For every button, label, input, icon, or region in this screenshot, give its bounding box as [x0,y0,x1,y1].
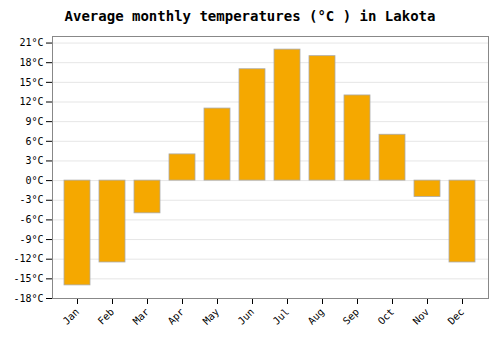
svg-text:18°C: 18°C [19,57,43,68]
svg-text:Jan: Jan [61,306,82,327]
html-text:Average monthly temperatures (: Average monthly temperatures (°C ) in La… [64,8,436,24]
svg-text:Sep: Sep [341,306,362,327]
svg-text:9°C: 9°C [25,116,43,127]
svg-text:12°C: 12°C [19,96,43,107]
svg-text:3°C: 3°C [25,155,43,166]
svg-text:-3°C: -3°C [19,194,43,205]
svg-text:0°C: 0°C [25,175,43,186]
svg-text:Jun: Jun [236,306,257,327]
svg-text:-6°C: -6°C [19,214,43,225]
svg-text:Jul: Jul [271,306,292,327]
svg-text:Aug: Aug [306,306,327,327]
svg-text:15°C: 15°C [19,77,43,88]
svg-text:Mar: Mar [131,306,152,327]
svg-text:Nov: Nov [411,306,432,327]
svg-text:6°C: 6°C [25,136,43,147]
svg-text:-12°C: -12°C [13,253,43,264]
svg-text:May: May [201,306,222,327]
svg-text:-15°C: -15°C [13,273,43,284]
svg-text:Feb: Feb [96,306,117,327]
svg-text:Oct: Oct [376,306,397,327]
svg-text:Apr: Apr [166,306,187,327]
svg-text:-18°C: -18°C [13,293,43,304]
svg-text:-9°C: -9°C [19,234,43,245]
svg-text:Dec: Dec [446,306,467,327]
svg-text:21°C: 21°C [19,37,43,48]
